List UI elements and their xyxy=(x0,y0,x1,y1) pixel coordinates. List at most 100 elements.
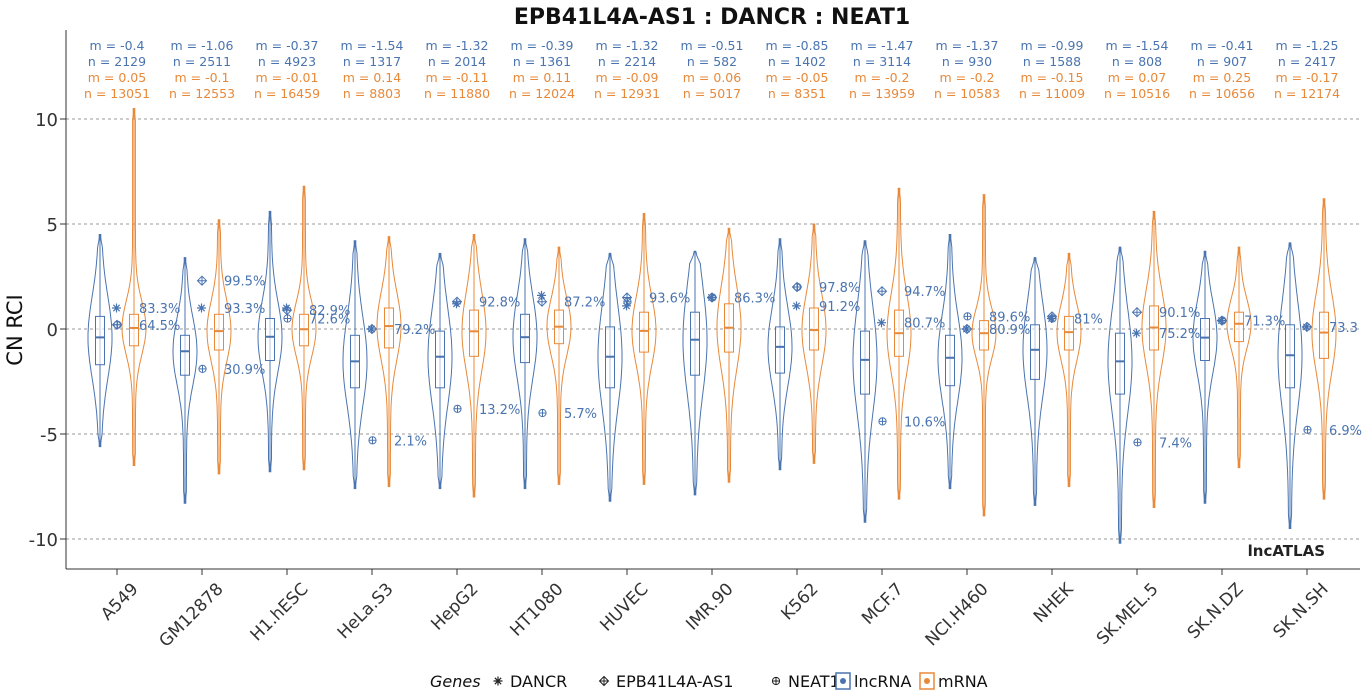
stat-lnc-n: n = 1588 xyxy=(1023,54,1081,69)
stat-mrna-n: n = 10656 xyxy=(1189,86,1255,101)
stat-lnc-n: n = 1317 xyxy=(343,54,401,69)
percent-label: 64.5% xyxy=(139,319,180,334)
stat-mrna-mean: m = -0.1 xyxy=(175,70,230,85)
mrna-violin xyxy=(1311,198,1337,500)
stat-lnc-mean: m = -0.37 xyxy=(256,38,319,53)
group-imr-90: 86.3% xyxy=(682,227,775,496)
stat-lnc-n: n = 2417 xyxy=(1278,54,1336,69)
stat-mrna-n: n = 10583 xyxy=(934,86,1000,101)
stat-mrna-n: n = 11880 xyxy=(424,86,490,101)
x-tick-label: GM12878 xyxy=(155,579,227,651)
legend: Genes DANCR EPB41L4A-AS1 NEAT1 lncRNA mRNA xyxy=(430,672,988,691)
percent-label: 2.1% xyxy=(394,434,427,449)
mrna-violin xyxy=(631,213,657,485)
axes xyxy=(65,30,1360,570)
stat-lnc-mean: m = -1.54 xyxy=(1106,38,1169,53)
mrna-violin xyxy=(291,185,317,471)
group-k562: 97.8% 91.2% xyxy=(767,223,860,471)
percent-label: 94.7% xyxy=(904,285,945,300)
neat1-marker xyxy=(1303,425,1312,434)
stat-mrna-mean: m = 0.11 xyxy=(513,70,571,85)
stat-mrna-n: n = 5017 xyxy=(683,86,741,101)
mrna-violin xyxy=(121,108,147,466)
x-tick-label: SK.N.SH xyxy=(1270,579,1333,642)
chart-title: EPB41L4A-AS1 : DANCR : NEAT1 xyxy=(514,5,910,30)
lncrna-violin xyxy=(1022,257,1048,506)
lncrna-violin xyxy=(937,234,963,490)
x-tick-label: H1.hESC xyxy=(247,579,313,645)
stat-mrna-n: n = 11009 xyxy=(1019,86,1085,101)
epb41l4a-as1-marker xyxy=(536,296,548,307)
neat1-marker xyxy=(1218,316,1227,325)
x-tick-label: HepG2 xyxy=(427,579,482,634)
mrna-box xyxy=(384,307,394,349)
mrna-violin xyxy=(461,234,487,498)
stat-mrna-mean: m = -0.2 xyxy=(940,70,995,85)
stat-lnc-n: n = 907 xyxy=(1197,54,1247,69)
group-sk-n-dz: 71.3% xyxy=(1192,246,1285,504)
percent-label: 80.7% xyxy=(904,317,945,332)
lncrna-box xyxy=(1115,332,1125,395)
neat1-marker xyxy=(453,404,462,413)
percent-label: 93.3% xyxy=(224,302,265,317)
lncrna-violin xyxy=(172,257,198,504)
lncrna-violin xyxy=(682,250,708,496)
percent-label: 6.9% xyxy=(1329,424,1362,439)
lncrna-violin xyxy=(1107,246,1133,544)
lncrna-box xyxy=(1285,324,1295,389)
group-hela-s3: 79.2% 2.1% xyxy=(342,236,435,490)
stat-lnc-mean: m = -1.47 xyxy=(851,38,914,53)
mrna-box xyxy=(129,313,139,347)
stat-mrna-n: n = 12931 xyxy=(594,86,660,101)
dancr-marker xyxy=(1132,328,1141,338)
percent-label: 87.2% xyxy=(564,296,605,311)
neat1-marker xyxy=(878,417,887,426)
group-sk-mel-5: 90.1% 75.2% 7.4% xyxy=(1107,210,1200,544)
dancr-marker xyxy=(622,301,631,311)
stat-lnc-mean: m = -0.41 xyxy=(1191,38,1254,53)
stat-lnc-mean: m = -0.4 xyxy=(90,38,145,53)
epb41l4a-as1-marker xyxy=(876,285,888,297)
group-nhek: 81% xyxy=(1022,252,1103,506)
legend-gene-label: NEAT1 xyxy=(788,672,840,691)
percent-label: 90.1% xyxy=(1159,306,1200,321)
x-tick-label: NHEK xyxy=(1030,579,1078,627)
legend-class-label: mRNA xyxy=(938,672,988,691)
stat-lnc-mean: m = -0.51 xyxy=(681,38,744,53)
lncrna-box xyxy=(945,334,955,387)
y-tick-label: 0 xyxy=(47,320,58,341)
mrna-box xyxy=(809,307,819,351)
stat-lnc-mean: m = -0.85 xyxy=(766,38,829,53)
legend-title: Genes xyxy=(430,672,481,691)
x-tick-label: IMR.90 xyxy=(682,579,737,634)
x-tick-label: HT1080 xyxy=(506,579,567,640)
stat-mrna-mean: m = -0.01 xyxy=(256,70,319,85)
stat-lnc-n: n = 2511 xyxy=(173,54,231,69)
epb41l4a-as1-marker xyxy=(1301,321,1313,333)
stat-lnc-n: n = 1361 xyxy=(513,54,571,69)
dancr-marker xyxy=(493,676,503,686)
mrna-violin xyxy=(971,194,997,517)
lncrna-violin xyxy=(597,252,623,502)
stat-lnc-mean: m = -1.25 xyxy=(1276,38,1339,53)
lncrna-violin xyxy=(257,210,283,473)
stat-lnc-mean: m = -1.32 xyxy=(596,38,659,53)
lncrna-box xyxy=(690,311,700,376)
x-tick-label: K562 xyxy=(778,579,823,624)
lncrna-violin xyxy=(512,238,538,490)
dancr-marker xyxy=(112,303,121,313)
percent-label: 73.3 xyxy=(1329,321,1358,336)
stat-lnc-mean: m = -1.54 xyxy=(341,38,404,53)
y-axis-label: CN RCI xyxy=(3,294,27,365)
mrna-violin xyxy=(801,223,827,464)
stat-mrna-n: n = 10516 xyxy=(1104,86,1170,101)
stat-mrna-n: n = 8351 xyxy=(768,86,826,101)
x-tick-label: SK.MEL.5 xyxy=(1093,579,1163,649)
group-ht1080: 87.2% 5.7% xyxy=(512,238,605,490)
stat-mrna-n: n = 8803 xyxy=(343,86,401,101)
epb41l4a-as1-marker xyxy=(961,323,973,335)
x-tick-label: A549 xyxy=(97,579,142,624)
stat-mrna-mean: m = 0.25 xyxy=(1193,70,1251,85)
y-tick-label: 5 xyxy=(47,215,58,236)
